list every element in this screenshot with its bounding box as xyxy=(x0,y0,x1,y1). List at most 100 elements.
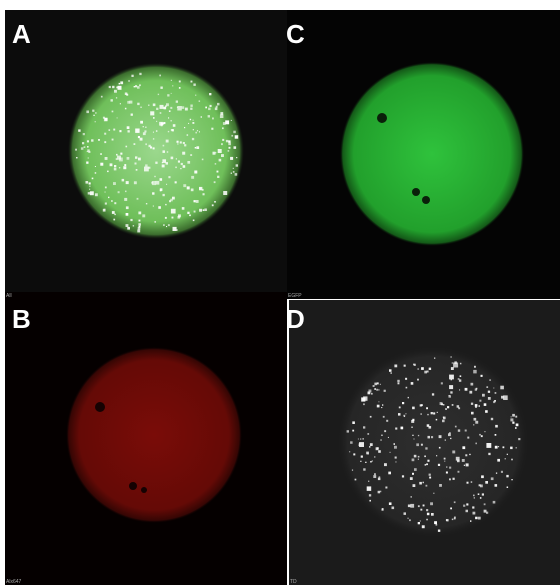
speckle xyxy=(175,181,177,183)
speckle xyxy=(369,494,371,496)
speckle xyxy=(377,405,380,408)
speckle xyxy=(183,184,186,187)
speckle xyxy=(389,369,392,372)
speckle xyxy=(394,365,397,368)
speckle xyxy=(164,107,167,110)
channel-label: EGFP xyxy=(288,293,302,299)
speckle xyxy=(450,438,451,439)
speckle xyxy=(411,496,412,497)
speckle xyxy=(162,165,165,168)
speckle xyxy=(446,519,448,521)
speckle xyxy=(158,206,161,209)
speckle xyxy=(385,487,387,489)
speckle xyxy=(395,457,397,459)
speckle xyxy=(184,144,186,146)
speckle xyxy=(160,178,163,181)
speckle xyxy=(439,484,442,487)
speckle xyxy=(465,388,468,391)
speckle xyxy=(378,401,379,402)
speckle xyxy=(211,128,213,130)
speckle xyxy=(369,390,372,393)
speckle xyxy=(145,143,147,145)
speckle xyxy=(460,375,462,377)
speckle xyxy=(203,209,205,211)
speckle xyxy=(484,431,485,432)
speckle xyxy=(112,139,114,141)
speckle xyxy=(153,206,154,207)
speckle xyxy=(163,145,165,147)
speckle xyxy=(231,135,233,137)
speckle xyxy=(137,103,139,105)
speckle xyxy=(114,214,115,215)
speckle xyxy=(478,493,480,495)
speckle xyxy=(217,103,220,106)
speckle xyxy=(87,140,89,142)
speckle xyxy=(463,505,465,507)
dark-spot xyxy=(129,482,137,490)
speckle xyxy=(197,130,198,131)
speckle xyxy=(130,219,132,221)
speckle xyxy=(144,130,146,132)
speckle xyxy=(459,389,460,390)
speckle xyxy=(442,420,445,423)
speckle xyxy=(408,397,409,398)
speckle xyxy=(150,146,152,148)
speckle xyxy=(433,493,434,494)
speckle xyxy=(367,486,372,491)
speckle xyxy=(484,503,486,505)
speckle xyxy=(166,140,169,143)
speckle xyxy=(137,198,139,200)
speckle xyxy=(153,147,155,149)
speckle xyxy=(145,127,146,128)
speckle xyxy=(382,404,383,405)
speckle xyxy=(510,447,512,450)
speckle xyxy=(127,157,130,160)
speckle xyxy=(418,505,420,507)
speckle xyxy=(154,176,155,177)
speckle xyxy=(126,181,129,184)
speckle xyxy=(368,481,369,482)
speckle xyxy=(193,129,194,130)
speckle xyxy=(410,504,414,508)
speckle xyxy=(125,108,127,110)
channel-label: TD xyxy=(290,579,297,585)
speckle xyxy=(112,211,115,214)
speckle xyxy=(95,112,97,114)
speckle xyxy=(412,473,414,475)
speckle xyxy=(451,356,452,357)
speckle xyxy=(349,451,350,452)
speckle xyxy=(119,158,123,162)
speckle xyxy=(412,435,413,436)
speckle xyxy=(112,86,114,88)
speckle xyxy=(481,375,483,377)
speckle xyxy=(437,412,438,413)
speckle xyxy=(506,475,508,477)
speckle xyxy=(493,388,494,389)
speckle xyxy=(143,126,144,127)
speckle xyxy=(412,407,415,410)
speckle xyxy=(215,163,217,165)
speckle xyxy=(347,430,349,432)
speckle xyxy=(457,460,460,463)
speckle xyxy=(194,211,196,213)
speckle xyxy=(187,161,190,164)
speckle xyxy=(168,131,169,132)
speckle xyxy=(196,200,199,203)
speckle xyxy=(179,87,181,89)
speckle xyxy=(178,216,181,219)
speckle xyxy=(380,491,382,493)
speckle xyxy=(120,103,121,104)
speckle xyxy=(221,154,224,157)
speckle xyxy=(475,443,477,445)
speckle xyxy=(507,454,508,455)
speckle xyxy=(424,371,427,374)
speckle xyxy=(124,198,127,201)
speckle xyxy=(170,107,172,109)
speckle xyxy=(212,204,214,206)
speckle xyxy=(374,383,377,386)
speckle xyxy=(488,397,491,400)
speckle xyxy=(455,426,457,428)
speckle xyxy=(148,105,149,106)
speckle xyxy=(466,463,469,466)
speckle xyxy=(196,146,199,149)
